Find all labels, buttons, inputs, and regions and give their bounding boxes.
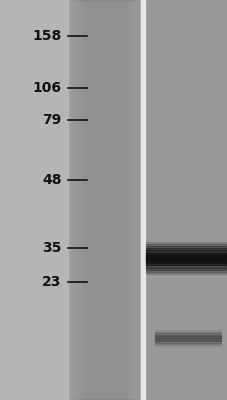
- Bar: [145, 259, 226, 261]
- Bar: [68, 0, 142, 400]
- Bar: [154, 333, 220, 335]
- Bar: [69, 0, 141, 400]
- Bar: [74, 0, 136, 400]
- Bar: [145, 257, 226, 259]
- Bar: [154, 332, 220, 333]
- Bar: [140, 0, 145, 400]
- Bar: [82, 0, 128, 400]
- Bar: [145, 263, 226, 265]
- Bar: [86, 0, 124, 400]
- Bar: [145, 252, 226, 255]
- Bar: [145, 272, 226, 274]
- Bar: [79, 0, 131, 400]
- Bar: [145, 270, 226, 272]
- Bar: [89, 0, 121, 400]
- Bar: [154, 336, 220, 338]
- Text: 158: 158: [32, 29, 61, 43]
- Bar: [88, 0, 122, 400]
- Bar: [145, 261, 226, 263]
- Bar: [154, 335, 220, 336]
- Bar: [87, 0, 123, 400]
- Text: 23: 23: [42, 275, 61, 289]
- Text: 35: 35: [42, 241, 61, 255]
- Bar: [145, 250, 226, 252]
- Bar: [154, 341, 220, 343]
- Bar: [80, 0, 130, 400]
- Bar: [145, 255, 226, 257]
- Bar: [145, 248, 226, 250]
- Bar: [145, 265, 226, 268]
- Bar: [75, 0, 135, 400]
- Bar: [85, 0, 125, 400]
- Bar: [77, 0, 133, 400]
- Bar: [154, 330, 220, 332]
- Bar: [0, 0, 68, 400]
- Text: 48: 48: [42, 173, 61, 187]
- Bar: [145, 268, 226, 270]
- Bar: [76, 0, 134, 400]
- Bar: [70, 0, 140, 400]
- Bar: [154, 343, 220, 344]
- Bar: [154, 340, 220, 341]
- Bar: [154, 344, 220, 346]
- Bar: [145, 242, 226, 244]
- Text: 106: 106: [32, 81, 61, 95]
- Bar: [68, 0, 142, 400]
- Bar: [154, 338, 220, 340]
- Bar: [84, 0, 126, 400]
- Bar: [81, 0, 128, 400]
- Bar: [145, 244, 226, 246]
- Bar: [72, 0, 138, 400]
- Bar: [144, 0, 227, 400]
- Bar: [145, 246, 226, 248]
- Text: 79: 79: [42, 113, 61, 127]
- Bar: [78, 0, 132, 400]
- Bar: [73, 0, 137, 400]
